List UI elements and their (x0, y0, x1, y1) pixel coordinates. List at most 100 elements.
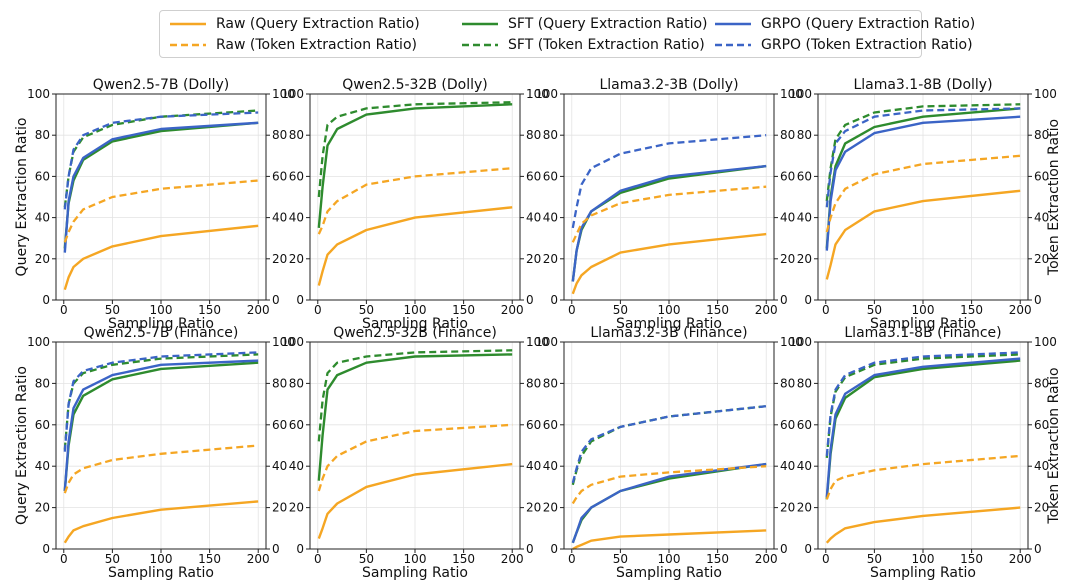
y-tick-label-right: 60 (272, 418, 287, 432)
series-line-grpo-token-extraction-ratio (63, 351, 259, 452)
x-tick-label: 150 (198, 303, 221, 317)
panel-title: Llama3.1-8B (Dolly) (853, 77, 992, 93)
y-tick-label-right: 20 (526, 501, 541, 515)
figure-legend: Raw (Query Extraction Ratio) SFT (Query E… (159, 10, 975, 58)
y-tick-label-left: 100 (789, 87, 812, 101)
y-tick-label-right: 100 (526, 335, 549, 349)
legend-item-grpo-query-extraction-ratio: GRPO (Query Extraction Ratio) (713, 14, 975, 34)
y-tick-label-left: 40 (543, 211, 558, 225)
legend-label: Raw (Query Extraction Ratio) (216, 16, 420, 32)
y-tick-label-right: 80 (780, 128, 795, 142)
y-tick-label-right: 40 (1034, 459, 1049, 473)
legend-swatch (170, 22, 206, 26)
x-tick-label: 150 (452, 552, 475, 566)
y-tick-label-left: 40 (289, 459, 304, 473)
x-tick-label: 150 (452, 303, 475, 317)
panel-qwen2-5-7b-finance: Qwen2.5-7B (Finance)0 50 100 150 200Sampling… (14, 325, 295, 581)
legend-label: SFT (Query Extraction Ratio) (508, 16, 708, 32)
x-tick-label: 150 (960, 303, 983, 317)
y-tick-label-right: 60 (1034, 418, 1049, 432)
series-line-sft-query-extraction-ratio (63, 361, 259, 492)
y-tick-label-right: 40 (526, 211, 541, 225)
series-line-raw-token-extraction-ratio (571, 465, 767, 505)
y-tick-label-left: 80 (797, 376, 812, 390)
x-axis-label: Sampling Ratio (362, 316, 468, 332)
x-tick-label: 0 (60, 552, 68, 566)
y-tick-label-left: 0 (550, 542, 558, 556)
y-tick-label-right: 100 (1034, 335, 1057, 349)
series-line-grpo-token-extraction-ratio (571, 134, 767, 229)
y-tick-label-right: 20 (526, 252, 541, 266)
legend-label: GRPO (Token Extraction Ratio) (761, 37, 973, 53)
x-tick-label: 100 (912, 303, 935, 317)
y-tick-label-left: 100 (535, 87, 558, 101)
y-tick-label-right: 40 (1034, 211, 1049, 225)
y-tick-label-left: 60 (35, 169, 50, 183)
legend-label: SFT (Token Extraction Ratio) (508, 37, 705, 53)
x-tick-label: 0 (822, 552, 830, 566)
y-tick-label-right: 0 (780, 542, 788, 556)
panel-title: Llama3.2-3B (Finance) (590, 325, 747, 341)
panel-title: Qwen2.5-7B (Dolly) (93, 77, 230, 93)
x-axis-label: Sampling Ratio (108, 316, 214, 332)
series-line-sft-query-extraction-ratio (571, 164, 767, 282)
legend-swatch (715, 43, 751, 47)
series-line-sft-query-extraction-ratio (825, 359, 1021, 500)
x-tick-label: 0 (60, 303, 68, 317)
series-line-raw-query-extraction-ratio (63, 500, 259, 544)
series-line-grpo-query-extraction-ratio (571, 164, 767, 282)
y-tick-label-left: 0 (42, 542, 50, 556)
x-tick-label: 50 (867, 552, 882, 566)
y-tick-label-left: 80 (797, 128, 812, 142)
y-tick-label-left: 20 (289, 252, 304, 266)
series-line-grpo-query-extraction-ratio (825, 115, 1021, 251)
y-tick-label-left: 60 (289, 169, 304, 183)
y-tick-label-left: 60 (543, 169, 558, 183)
y-tick-label-right: 0 (526, 293, 534, 307)
x-tick-label: 150 (198, 552, 221, 566)
y-tick-label-left: 40 (35, 459, 50, 473)
y-tick-label-right: 100 (272, 87, 295, 101)
y-tick-label-right: 20 (780, 501, 795, 515)
series-line-sft-query-extraction-ratio (317, 103, 513, 229)
legend-swatch (462, 22, 498, 26)
y-tick-label-left: 20 (35, 501, 50, 515)
series-line-sft-token-extraction-ratio (825, 353, 1021, 459)
y-tick-label-left: 0 (804, 293, 812, 307)
x-tick-label: 150 (960, 552, 983, 566)
y-tick-label-left: 20 (289, 501, 304, 515)
x-tick-label: 200 (755, 303, 778, 317)
y-tick-label-right: 20 (1034, 252, 1049, 266)
panel-llama3-2-3b-finance: Llama3.2-3B (Finance)0 50 100 150 200Samplin… (535, 325, 803, 581)
y-tick-label-left: 80 (289, 376, 304, 390)
series-line-sft-query-extraction-ratio (317, 353, 513, 481)
x-tick-label: 100 (150, 303, 173, 317)
y-tick-label-left: 0 (296, 293, 304, 307)
series-line-grpo-query-extraction-ratio (63, 359, 259, 492)
x-axis-label: Sampling Ratio (108, 565, 214, 581)
series-line-grpo-token-extraction-ratio (571, 405, 767, 484)
series-line-raw-query-extraction-ratio (572, 529, 767, 551)
panel-llama3-1-8b-dolly: Llama3.1-8B (Dolly)0 50 100 150 200Sampling … (789, 77, 1062, 332)
y-tick-label-left: 0 (550, 293, 558, 307)
y-tick-label-right: 80 (272, 376, 287, 390)
y-tick-label-left: 100 (27, 87, 50, 101)
y-tick-label-left: 80 (35, 376, 50, 390)
x-tick-label: 200 (1009, 303, 1032, 317)
legend-item-sft-query-extraction-ratio: SFT (Query Extraction Ratio) (460, 14, 707, 34)
x-tick-label: 150 (706, 552, 729, 566)
panel-title: Qwen2.5-7B (Finance) (84, 325, 239, 341)
y-axis-label-right: Token Extraction Ratio (1046, 119, 1062, 276)
y-tick-label-left: 20 (543, 501, 558, 515)
x-tick-label: 200 (755, 552, 778, 566)
x-tick-label: 50 (613, 303, 628, 317)
panel-llama3-2-3b-dolly: Llama3.2-3B (Dolly)0 50 100 150 200Sampling … (535, 77, 803, 332)
panel-title: Llama3.2-3B (Dolly) (599, 77, 738, 93)
y-tick-label-right: 40 (272, 211, 287, 225)
series-line-grpo-query-extraction-ratio (825, 357, 1021, 498)
series-line-raw-query-extraction-ratio (825, 189, 1021, 280)
y-tick-label-left: 80 (543, 376, 558, 390)
series-line-sft-query-extraction-ratio (825, 107, 1021, 249)
